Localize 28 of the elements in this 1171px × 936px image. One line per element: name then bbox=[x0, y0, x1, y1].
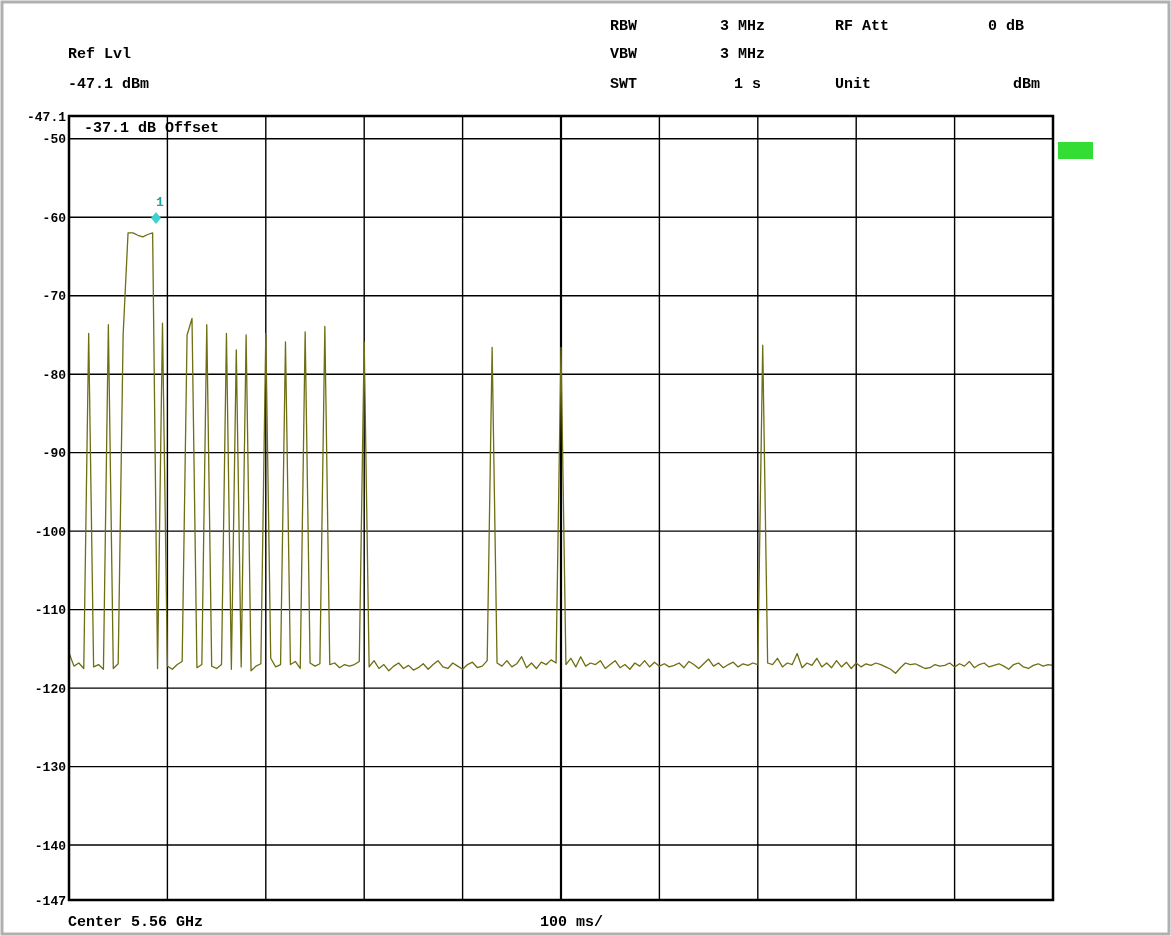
text: dBm bbox=[1012, 76, 1040, 93]
y-tick-label: -130 bbox=[34, 760, 67, 776]
y-tick-label: -120 bbox=[34, 681, 67, 697]
y-tick-label: -90 bbox=[42, 446, 67, 462]
y-tick-label: -70 bbox=[42, 289, 67, 305]
text: Ref Lvl bbox=[68, 46, 132, 63]
y-tick-label: -140 bbox=[34, 838, 67, 854]
y-tick-label: -50 bbox=[42, 132, 67, 148]
text: RBW bbox=[610, 18, 638, 35]
text: SWT bbox=[610, 76, 638, 93]
text: 0 dB bbox=[988, 18, 1025, 35]
y-tick-label: -60 bbox=[42, 210, 67, 226]
text: -47.1 dBm bbox=[68, 76, 150, 93]
y-tick-label: -47.1 bbox=[26, 109, 67, 125]
annotation: 1 bbox=[156, 195, 165, 210]
text: VBW bbox=[610, 46, 638, 63]
y-tick-label: -80 bbox=[42, 367, 67, 383]
text: RF Att bbox=[835, 18, 890, 35]
line-series bbox=[68, 232, 1054, 674]
text: 100 ms/ bbox=[540, 914, 604, 931]
text: 3 MHz bbox=[720, 46, 766, 63]
y-tick-label: -110 bbox=[34, 603, 67, 619]
y-tick-label: -100 bbox=[34, 524, 67, 540]
text: 3 MHz bbox=[720, 18, 766, 35]
text: Unit bbox=[835, 76, 872, 93]
y-tick-label: -147 bbox=[34, 893, 66, 909]
text: 1 s bbox=[734, 76, 762, 93]
text: Center 5.56 GHz bbox=[68, 914, 204, 931]
